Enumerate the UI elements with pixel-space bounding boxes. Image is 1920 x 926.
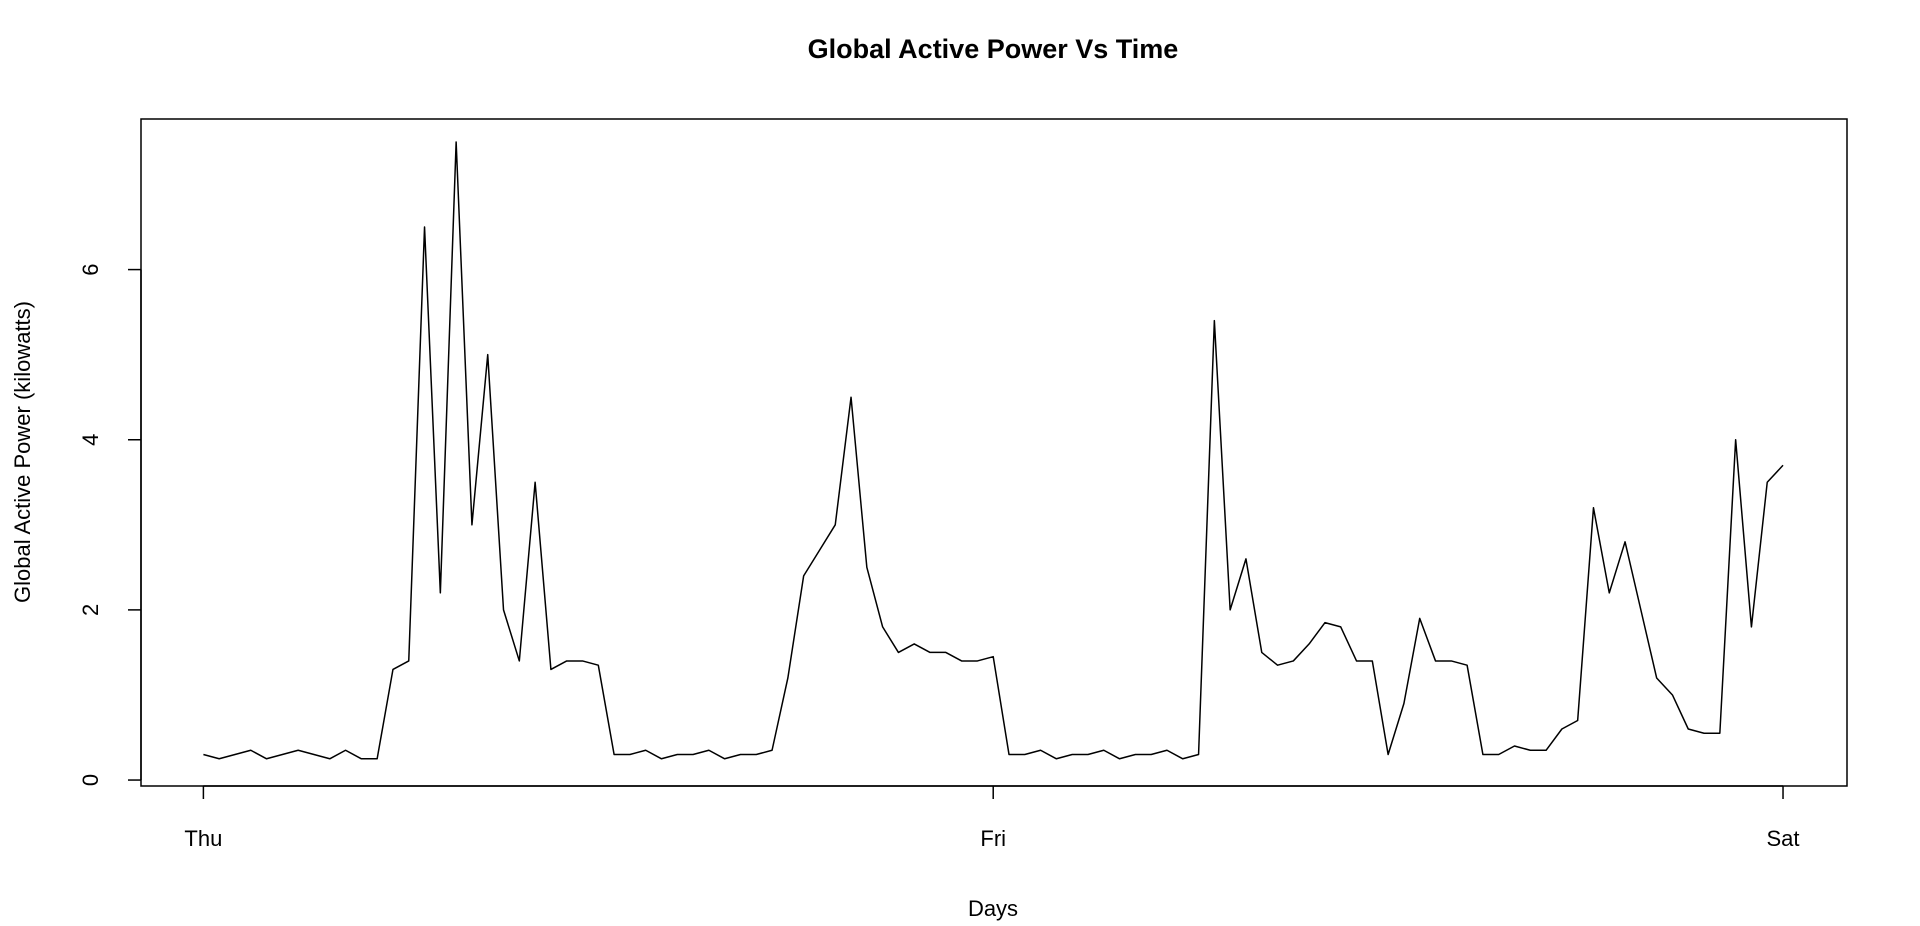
- y-axis-label: Global Active Power (kilowatts): [10, 301, 35, 603]
- plot-frame: [140, 118, 1848, 787]
- x-tick-label: Thu: [184, 826, 222, 851]
- y-tick-label: 0: [78, 774, 103, 786]
- data-line: [203, 141, 1784, 760]
- x-axis-label: Days: [968, 896, 1018, 921]
- x-tick-label: Fri: [980, 826, 1006, 851]
- x-tick-label: Sat: [1767, 826, 1800, 851]
- y-tick-label: 6: [78, 263, 103, 275]
- chart-title: Global Active Power Vs Time: [808, 34, 1179, 64]
- y-tick-label: 4: [78, 434, 103, 446]
- y-tick-label: 2: [78, 604, 103, 616]
